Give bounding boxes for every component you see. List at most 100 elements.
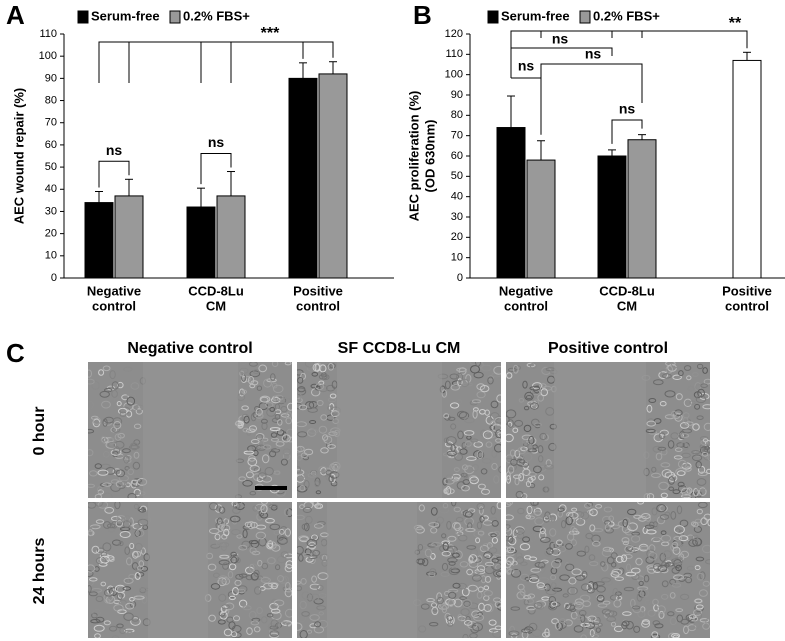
cell [551,618,559,625]
cell [219,516,228,523]
cell [696,415,704,421]
cell [441,533,447,539]
cell [495,438,501,443]
cell [639,589,650,598]
cell [686,565,695,571]
cell [88,400,94,410]
cell [482,515,489,521]
cell [245,471,254,479]
cell [676,470,686,476]
chart-b-y-tick-label: 100 [445,69,463,81]
cell [545,588,557,596]
cell [309,623,317,629]
cell [283,508,291,517]
cell [268,504,279,509]
cell [103,620,111,626]
cell [270,373,276,381]
cell [93,624,105,632]
cell [122,520,131,528]
cell [467,584,478,592]
cell [270,619,279,628]
cell [476,521,482,530]
cell [551,559,561,569]
chart-a-category-label-2: CM [206,298,226,313]
cell [562,593,569,598]
cell [138,560,145,568]
cell [660,534,672,543]
cell [529,483,536,489]
cell [678,442,690,451]
cell [265,518,275,524]
cell [420,603,430,610]
cell [537,585,547,590]
cell [97,469,109,476]
cell [653,418,662,424]
cell [256,524,267,530]
cell [544,464,554,470]
cell [653,379,664,386]
cell [667,611,675,617]
cell [695,604,704,610]
cell [567,586,578,595]
cell [470,365,480,374]
cell [669,616,677,626]
cell [300,452,309,459]
cell [689,400,696,405]
cell [250,521,258,529]
cell [231,631,238,638]
cell [283,553,292,559]
cell [697,502,708,509]
cell [681,433,690,438]
cell [109,625,118,632]
cell [100,435,107,444]
cell [306,593,314,602]
cell [112,417,123,426]
cell [466,435,472,440]
cell [644,599,652,606]
cell [695,461,702,469]
cell [309,420,317,424]
cell [284,528,292,537]
cell [515,552,523,560]
cell [705,559,710,565]
cell [297,431,308,438]
cell [322,434,329,441]
cell [536,605,544,610]
cell [450,444,456,452]
cell [687,624,697,632]
cell [218,506,226,514]
cell [525,395,533,400]
cell [301,591,311,600]
cell [545,459,552,467]
cell [650,633,661,638]
cell [299,630,308,638]
chart-a-legend-label: 0.2% FBS+ [183,8,250,23]
cell [447,535,457,542]
cell [266,613,274,618]
cell [207,563,217,571]
cell [477,530,485,536]
chart-b-significance-label: ns [585,46,602,62]
cell [297,545,304,555]
cell [483,551,493,560]
cell [677,481,685,488]
cell [600,561,606,567]
cell [539,565,546,574]
cell [117,381,124,389]
chart-b-bar [732,59,762,279]
cell [556,545,567,553]
cell [303,448,314,456]
cell [114,502,121,510]
cell [451,521,461,530]
cell [270,437,280,442]
cell [477,483,486,490]
cell [314,480,320,488]
cell [274,470,281,476]
cell [104,598,111,604]
cell [522,536,531,543]
cell [306,629,313,634]
cell [667,440,675,449]
cell [491,562,501,571]
cell [487,376,494,385]
cell [462,479,471,485]
